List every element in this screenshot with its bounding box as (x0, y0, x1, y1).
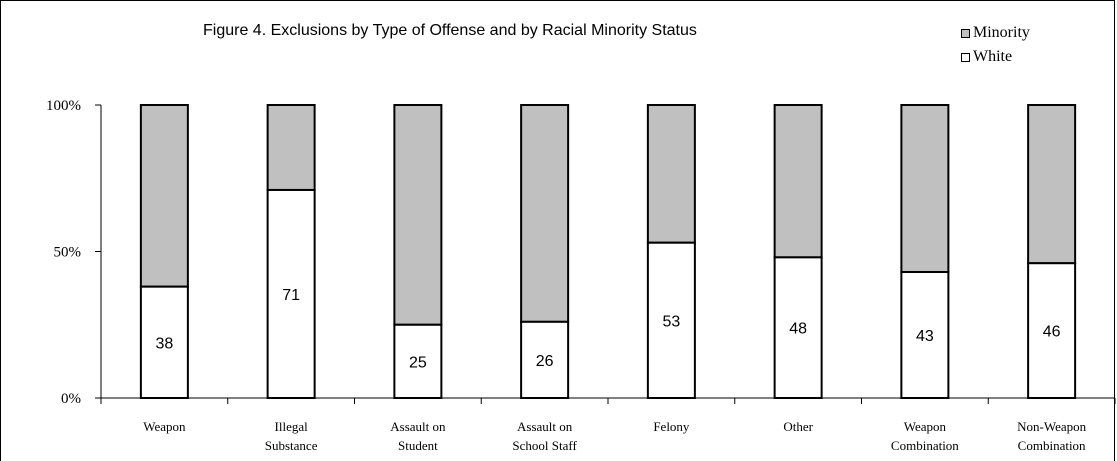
bar-minority (646, 104, 696, 244)
x-category-label: Other (783, 419, 813, 434)
data-label: 71 (282, 287, 300, 304)
y-tick-label: 0% (61, 391, 81, 407)
bar-minority (900, 104, 950, 274)
x-category-label: Substance (265, 438, 318, 453)
x-category-label: Assault on (517, 419, 573, 434)
bar-white (646, 241, 696, 399)
legend-label-minority: Minority (973, 24, 1030, 41)
legend-swatch-white (961, 52, 970, 62)
legend-label-white: White (973, 48, 1013, 65)
bar-minority (773, 104, 823, 259)
bar-minority (520, 104, 570, 323)
data-label: 26 (536, 353, 554, 370)
x-category-label: Weapon (143, 419, 186, 434)
legend-item-minority: Minority (961, 21, 1030, 45)
legend-item-white: White (961, 45, 1030, 69)
bar-white (139, 285, 189, 399)
x-category-label: Assault on (390, 419, 446, 434)
x-category-label: Felony (653, 419, 690, 434)
legend: Minority White (961, 21, 1030, 69)
data-label: 43 (916, 328, 934, 345)
bar-white (393, 323, 443, 399)
x-category-label: School Staff (512, 438, 577, 453)
data-label: 25 (409, 354, 427, 371)
bar-white (1027, 262, 1077, 399)
x-category-label: Combination (891, 438, 959, 453)
bar-minority (393, 104, 443, 326)
bar-white (773, 256, 823, 399)
data-label: 48 (789, 321, 807, 338)
y-tick-label: 50% (54, 245, 82, 261)
chart-title: Figure 4. Exclusions by Type of Offense … (203, 22, 697, 39)
x-category-label: Combination (1018, 438, 1086, 453)
bar-minority (1027, 104, 1077, 265)
bar-white (266, 188, 316, 399)
bar-white (900, 271, 950, 400)
data-label: 53 (662, 313, 680, 330)
legend-swatch-minority (961, 28, 970, 38)
x-category-label: Illegal (275, 419, 309, 434)
bar-minority (266, 104, 316, 191)
y-tick-label: 100% (46, 98, 81, 114)
bar-minority (139, 104, 189, 288)
data-label: 46 (1043, 324, 1061, 341)
x-category-label: Non-Weapon (1017, 419, 1086, 434)
data-label: 38 (155, 335, 173, 352)
bar-white (520, 320, 570, 400)
x-category-label: Weapon (904, 419, 947, 434)
x-category-label: Student (398, 438, 438, 453)
